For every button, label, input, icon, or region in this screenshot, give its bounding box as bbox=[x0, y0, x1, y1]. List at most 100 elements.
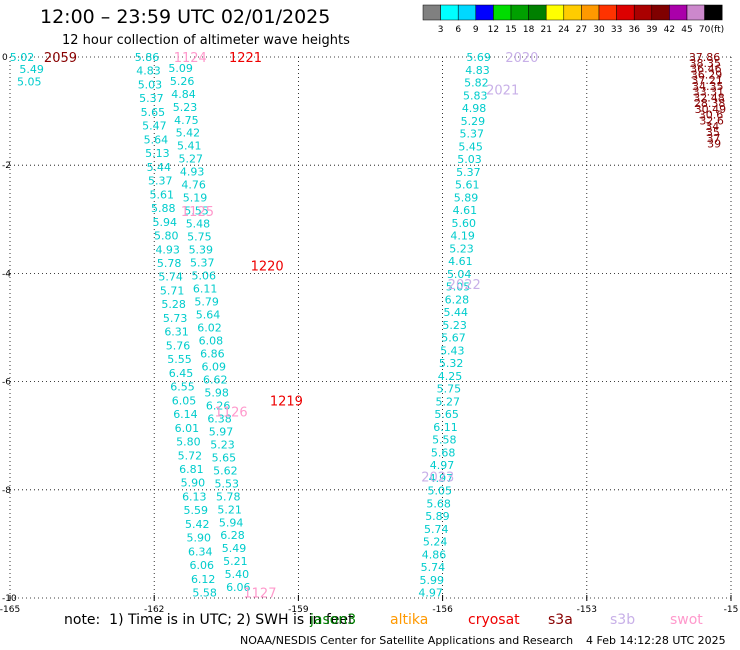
colorbar-swatch bbox=[633, 4, 653, 21]
wave-height-label: 5.83 bbox=[463, 89, 488, 102]
wave-height-label: 5.06 bbox=[191, 270, 216, 283]
colorbar-swatch bbox=[563, 4, 582, 21]
grid-layer bbox=[9, 56, 732, 599]
colorbar-tick-label: 15 bbox=[505, 25, 516, 35]
pass-time-label: 1126 bbox=[215, 405, 248, 420]
x-tick-label: -15 bbox=[724, 605, 739, 615]
wave-height-label: 5.59 bbox=[184, 504, 209, 517]
wave-height-label: 5.44 bbox=[444, 306, 469, 319]
wave-height-label: 4.97 bbox=[430, 459, 455, 472]
wave-height-label: 5.61 bbox=[150, 188, 175, 201]
wave-height-label: 6.06 bbox=[226, 581, 251, 594]
colorbar-swatch bbox=[598, 4, 617, 21]
wave-height-label: 5.68 bbox=[431, 446, 456, 459]
x-tick-label: -153 bbox=[577, 605, 597, 615]
wave-height-label: 4.97 bbox=[429, 472, 454, 485]
wave-height-label: 5.37 bbox=[460, 128, 485, 141]
wave-height-label: 5.39 bbox=[189, 244, 214, 257]
wave-height-label: 5.03 bbox=[138, 78, 163, 91]
colorbar-swatch bbox=[704, 4, 723, 21]
pass-time-label: 1219 bbox=[270, 395, 303, 410]
wave-height-label: 5.64 bbox=[196, 309, 221, 322]
wave-height-label: 6.28 bbox=[220, 529, 245, 542]
wave-height-label: 5.78 bbox=[157, 257, 182, 270]
colorbar-tick-label: 42 bbox=[664, 25, 675, 35]
wave-height-label: 5.24 bbox=[423, 536, 448, 549]
colorbar-swatch bbox=[616, 4, 635, 21]
colorbar-unit-label: (ft) bbox=[711, 25, 725, 35]
wave-height-label: 5.28 bbox=[161, 298, 186, 311]
wave-height-label: 6.01 bbox=[175, 422, 200, 435]
y-tick-label: -4 bbox=[2, 269, 11, 279]
wave-height-label: 5.76 bbox=[166, 339, 191, 352]
wave-height-label: 30.6 bbox=[699, 109, 724, 122]
wave-height-label: 5.99 bbox=[419, 574, 444, 587]
x-tick-label: -156 bbox=[432, 605, 453, 615]
wave-height-label: 5.41 bbox=[177, 140, 202, 153]
wave-height-label: 5.53 bbox=[215, 477, 240, 490]
wave-height-label: 4.93 bbox=[180, 166, 205, 179]
mission-legend-s3b: s3b bbox=[610, 612, 636, 628]
wave-height-label: 5.05 bbox=[446, 281, 471, 294]
wave-height-label: 6.86 bbox=[200, 347, 225, 360]
wave-height-label: 5.72 bbox=[178, 449, 203, 462]
pass-time-label: 2021 bbox=[486, 83, 519, 98]
wave-height-label: 6.38 bbox=[207, 412, 232, 425]
page-title: 12:00 – 23:59 UTC 02/01/2025 bbox=[40, 6, 331, 28]
wave-height-label: 5.90 bbox=[181, 477, 206, 490]
wave-height-label: 4.75 bbox=[174, 114, 199, 127]
annotations: 2059 1221 1124 1220 1125 1219 1126 1127 2020 2021… bbox=[44, 51, 539, 602]
wave-height-label: 6.06 bbox=[189, 559, 214, 572]
mission-legend-altika: altika bbox=[390, 612, 429, 628]
y-tick-label: -10 bbox=[2, 594, 17, 604]
y-tick-label: -6 bbox=[2, 378, 11, 388]
colorbar-swatch bbox=[686, 4, 705, 21]
wave-height-label: 6.12 bbox=[191, 573, 216, 586]
wave-height-label: 4.25 bbox=[438, 370, 463, 383]
wave-height-label: 33.31 bbox=[693, 86, 725, 99]
wave-height-label: 28.38 bbox=[694, 97, 726, 110]
colorbar-swatch bbox=[440, 4, 459, 21]
pass-time-label: 2023 bbox=[421, 470, 454, 485]
colorbar-swatch bbox=[510, 4, 529, 21]
wave-height-label: 36.46 bbox=[690, 63, 722, 76]
colorbar-swatch bbox=[475, 4, 494, 21]
pass-time-label: 1125 bbox=[181, 205, 214, 220]
wave-height-label: 6.13 bbox=[182, 490, 207, 503]
y-tick-label: -2 bbox=[2, 161, 11, 171]
wave-height-label: 5.88 bbox=[151, 202, 176, 215]
wave-height-label: 4.84 bbox=[171, 88, 196, 101]
colorbar: 3 6 9 12 15 18 21 24 27 30 33 36 39 42 45 70 (ft) bbox=[422, 4, 725, 35]
y-tick-label: 0 bbox=[2, 53, 8, 63]
wave-height-label: 6.81 bbox=[179, 463, 204, 476]
pass-time-label: 2059 bbox=[44, 51, 77, 66]
colorbar-swatch bbox=[545, 4, 565, 21]
wave-height-label: 5.65 bbox=[141, 106, 166, 119]
wave-height-label: 5.47 bbox=[142, 120, 167, 133]
wave-height-label: 30.49 bbox=[695, 103, 727, 116]
data-marks: 5.864.835.035.375.655.475.645.135.445.37… bbox=[10, 51, 726, 600]
wave-height-label: 5.97 bbox=[209, 425, 234, 438]
wave-height-label: 5.37 bbox=[148, 175, 173, 188]
wave-height-label: 6.14 bbox=[173, 408, 198, 421]
wave-height-label: 5.21 bbox=[217, 503, 242, 516]
colorbar-tick-label: 27 bbox=[576, 25, 587, 35]
wave-height-label: 6.31 bbox=[164, 326, 189, 339]
wave-height-label: 5.90 bbox=[187, 532, 212, 545]
wave-height-label: 5.27 bbox=[436, 395, 461, 408]
colorbar-swatch bbox=[457, 4, 477, 21]
colorbar-swatch bbox=[493, 4, 512, 21]
wave-height-label: 5.71 bbox=[160, 284, 185, 297]
y-tick-label: -8 bbox=[2, 486, 11, 496]
wave-height-label: 5.40 bbox=[225, 568, 250, 581]
page-subtitle: 12 hour collection of altimeter wave hei… bbox=[62, 33, 350, 48]
wave-height-label: 39 bbox=[707, 138, 721, 151]
wave-height-label: 5.45 bbox=[458, 140, 483, 153]
wave-height-label: 4.76 bbox=[181, 179, 206, 192]
mission-legend-cryosat: cryosat bbox=[468, 612, 520, 628]
wave-height-label: 6.02 bbox=[197, 322, 222, 335]
wave-height-label: 6.26 bbox=[206, 399, 231, 412]
wave-height-label: 5.04 bbox=[447, 268, 472, 281]
wave-height-label: 5.05 bbox=[17, 75, 42, 88]
footer-credit: NOAA/NESDIS Center for Satellite Applica… bbox=[240, 634, 574, 647]
